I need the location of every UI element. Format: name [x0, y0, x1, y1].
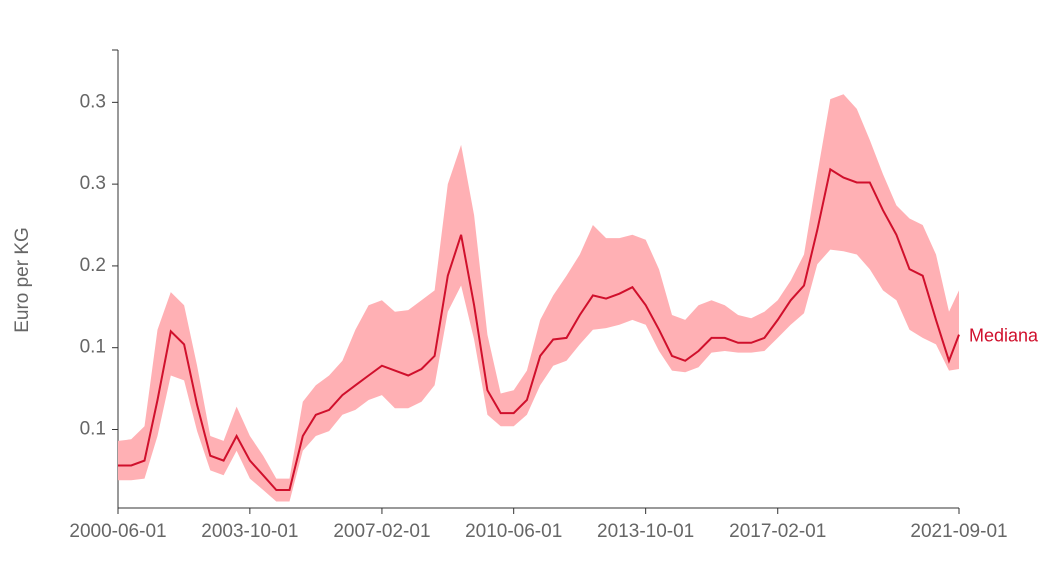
y-tick-label: 0.3 — [80, 173, 106, 194]
y-axis-label: Euro per KG — [12, 227, 33, 333]
x-tick-label: 2003-10-01 — [201, 521, 298, 542]
band-area — [118, 94, 959, 502]
x-tick-label: 2017-02-01 — [729, 521, 826, 542]
y-tick-label: 0.1 — [80, 337, 106, 358]
y-tick-label: 0.2 — [80, 255, 106, 276]
series-label: Mediana — [969, 325, 1039, 345]
median-line — [118, 167, 960, 491]
y-tick-label: 0.1 — [80, 419, 106, 440]
x-tick-label: 2000-06-01 — [69, 521, 166, 542]
x-tick-label: 2007-02-01 — [333, 521, 430, 542]
x-tick-label: 2010-06-01 — [465, 521, 562, 542]
y-tick-label: 0.3 — [80, 91, 106, 112]
x-tick-label: 2021-09-01 — [910, 521, 1007, 542]
x-tick-label: 2013-10-01 — [597, 521, 694, 542]
